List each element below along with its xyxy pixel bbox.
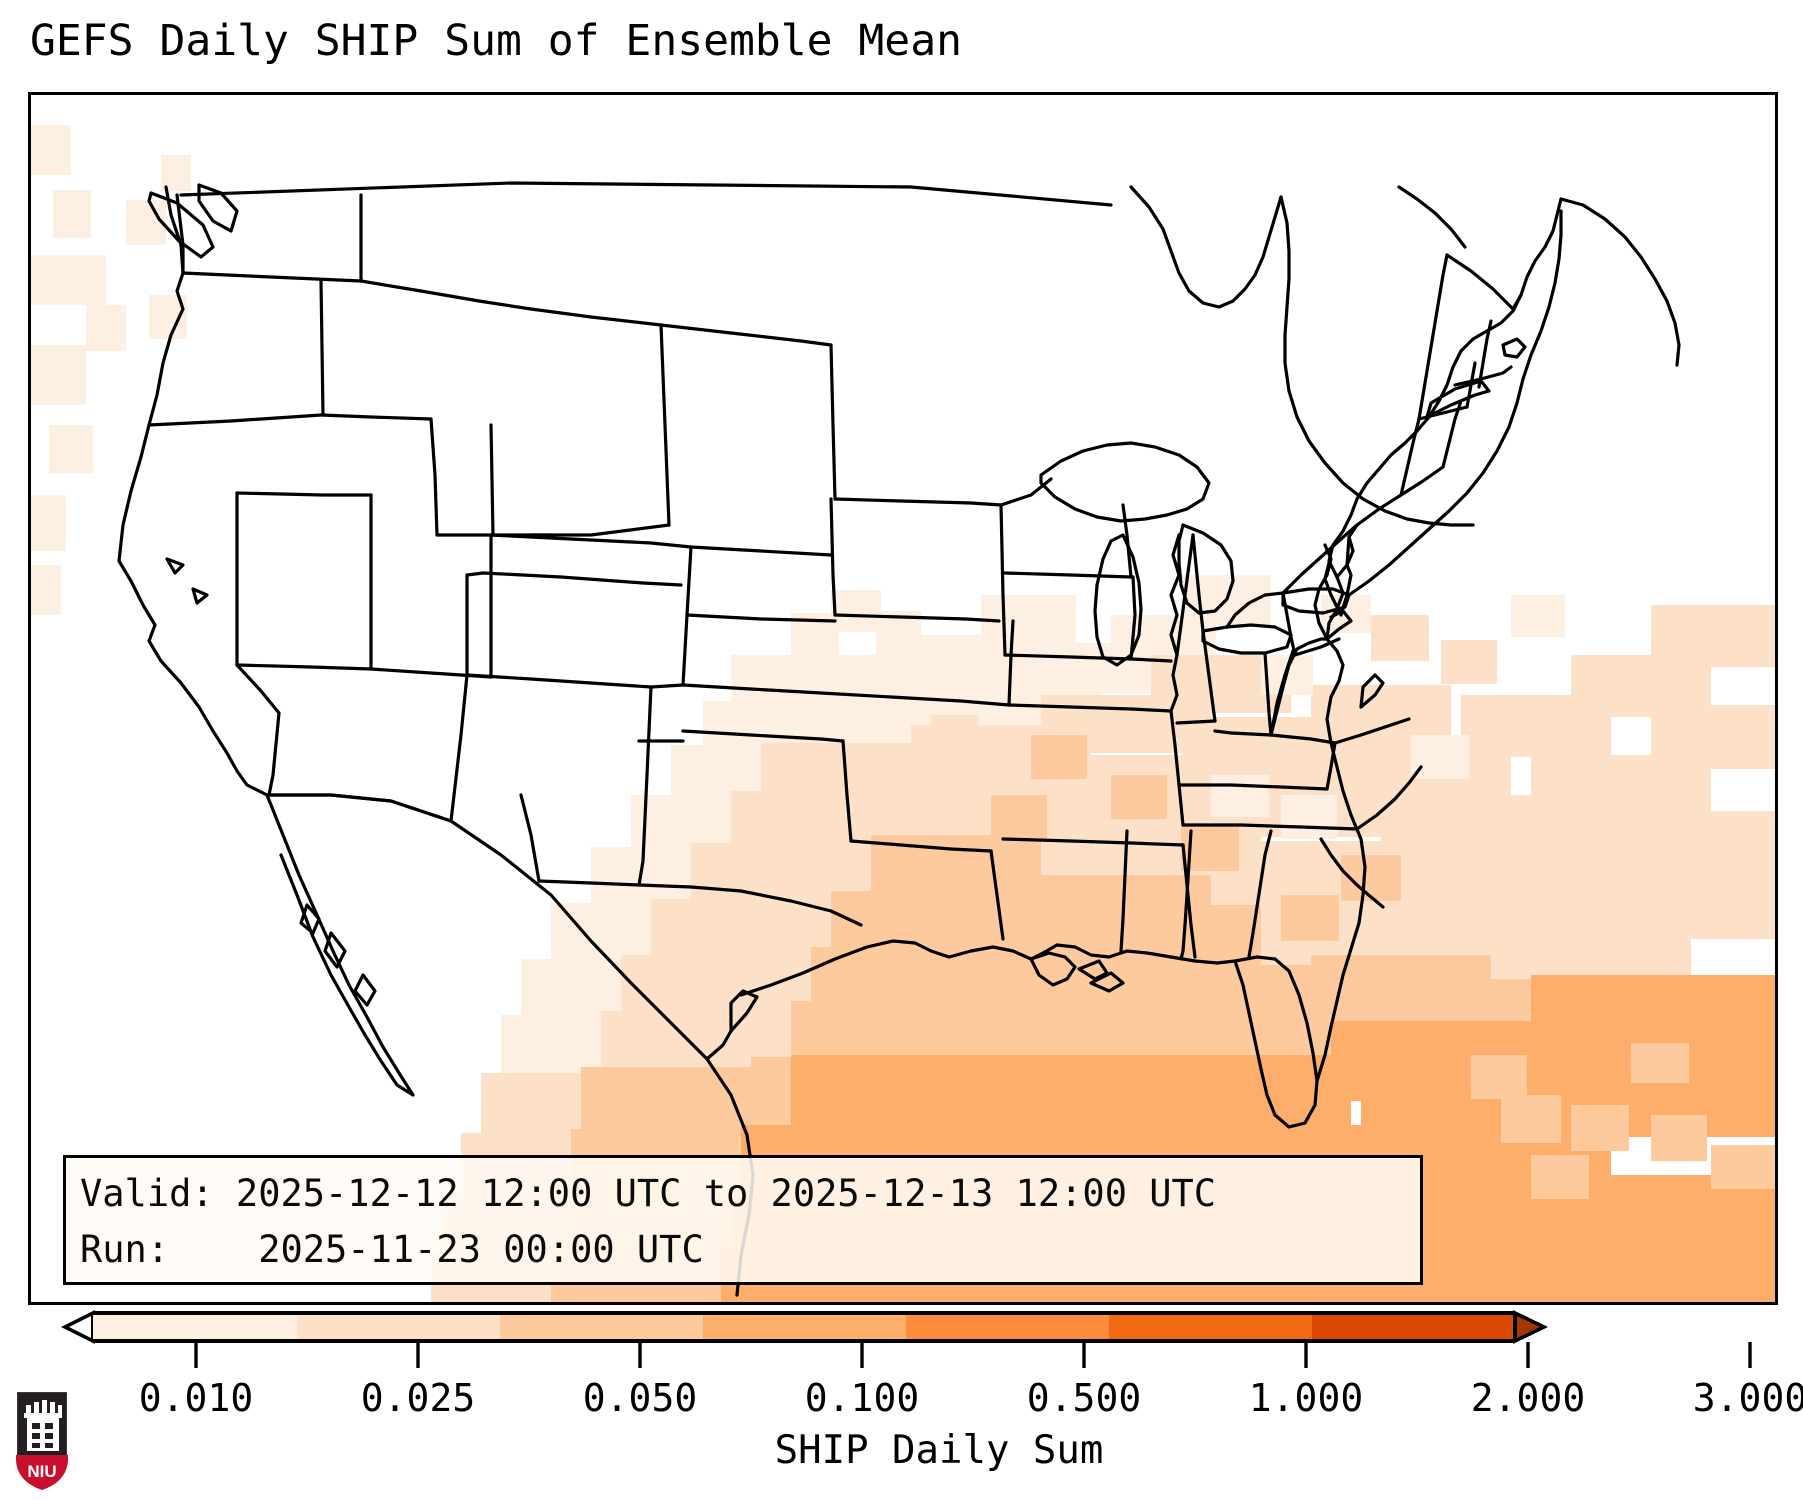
niu-wordmark: NIU bbox=[27, 1462, 56, 1481]
cbar-tick-4: 0.500 bbox=[1026, 1376, 1142, 1420]
run-time-line: Run: 2025-11-23 00:00 UTC bbox=[80, 1228, 704, 1271]
map-canvas bbox=[31, 125, 1775, 1302]
cbar-tick-7: 3.000 bbox=[1692, 1376, 1803, 1420]
colorbar-axis-label-text: SHIP Daily Sum bbox=[774, 1428, 1104, 1473]
castle-windows-icon bbox=[32, 1423, 53, 1448]
cbar-tick-2: 0.050 bbox=[582, 1376, 698, 1420]
map-plot-area[interactable]: Valid: 2025-12-12 12:00 UTC to 2025-12-1… bbox=[28, 92, 1778, 1305]
cbar-tick-0: 0.010 bbox=[138, 1376, 254, 1420]
ship-shaded-field bbox=[31, 125, 1775, 1302]
cbar-tick-5: 1.000 bbox=[1248, 1376, 1364, 1420]
colorbar-gradient bbox=[60, 1310, 1549, 1344]
forecast-info-box: Valid: 2025-12-12 12:00 UTC to 2025-12-1… bbox=[63, 1155, 1423, 1285]
cbar-tick-6: 2.000 bbox=[1470, 1376, 1586, 1420]
colorbar-tick-labels: 0.010 0.025 0.050 0.100 0.500 1.000 2.00… bbox=[0, 1376, 1803, 1424]
colorbar-ticks bbox=[194, 1342, 1752, 1368]
valid-time-line: Valid: 2025-12-12 12:00 UTC to 2025-12-1… bbox=[80, 1172, 1217, 1215]
cbar-tick-1: 0.025 bbox=[360, 1376, 476, 1420]
niu-logo: NIU bbox=[14, 1389, 70, 1492]
map-borders bbox=[117, 181, 1681, 1297]
page-title: GEFS Daily SHIP Sum of Ensemble Mean bbox=[30, 16, 962, 66]
shield-red-band bbox=[16, 1455, 68, 1490]
colorbar-axis-label: SHIP Daily Sum bbox=[0, 1428, 1803, 1473]
cbar-tick-3: 0.100 bbox=[804, 1376, 920, 1420]
colorbar[interactable] bbox=[28, 1310, 1778, 1344]
